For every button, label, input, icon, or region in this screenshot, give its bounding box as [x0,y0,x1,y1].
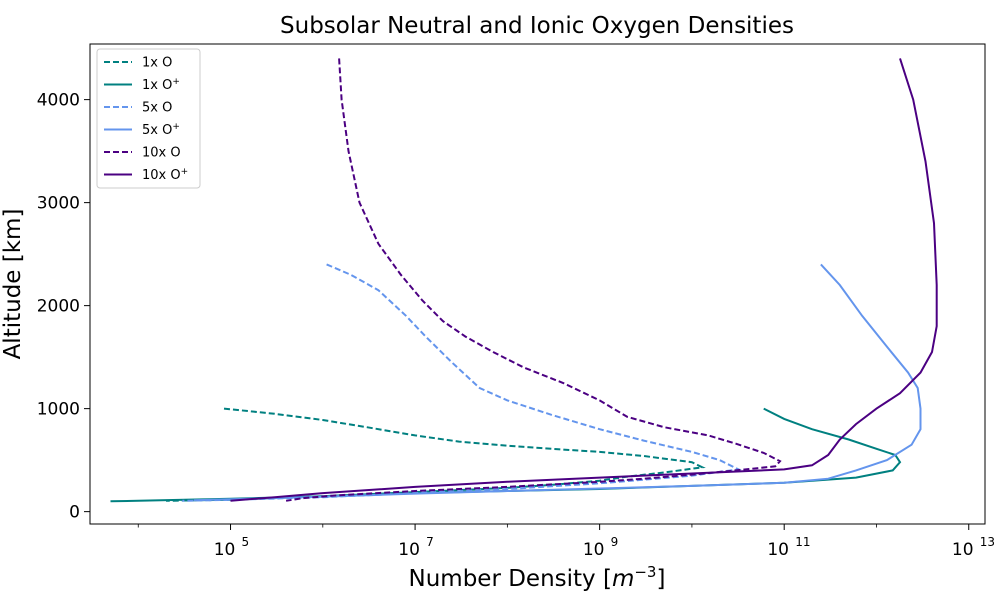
x-tick-exponent: 11 [795,535,810,549]
y-axis: 0 1000 2000 3000 4000 [37,91,90,523]
y-tick-label: 0 [69,503,80,523]
axes-frame [89,43,986,525]
y-tick-label: 3000 [37,194,80,214]
series-line-1 [165,407,706,502]
x-tick-exponent: 9 [611,535,619,549]
series-line-6 [230,58,938,502]
y-tick-label: 4000 [37,91,80,111]
legend-label: 5x O+ [142,122,180,138]
legend-label: 5x O [142,101,172,116]
x-tick-exponent: 5 [242,535,250,549]
legend-label: 10x O [142,146,181,161]
series-line-5 [285,58,782,502]
x-tick-label: 10 [214,540,236,560]
x-tick-exponent: 7 [426,535,434,549]
legend-label: 1x O+ [142,77,180,93]
y-axis-label: Altitude [km] [0,209,26,360]
y-tick-label: 1000 [37,400,80,420]
legend: 1x O 1x O+ 5x O 5x O+ 10x O 10x O+ [96,48,201,189]
y-tick-label: 2000 [37,297,80,317]
x-tick-label: 10 [583,540,605,560]
x-axis-label: Number Density [m−3] [409,563,666,592]
plot-area [110,58,938,503]
x-axis: 10 5 10 7 10 9 10 11 10 13 [137,524,995,560]
x-tick-label: 10 [952,540,974,560]
series-line-3 [182,263,742,502]
legend-label: 10x O+ [142,167,188,183]
x-tick-exponent: 13 [980,535,995,549]
legend-label: 1x O [142,56,172,71]
x-tick-label: 10 [398,540,420,560]
chart-title: Subsolar Neutral and Ionic Oxygen Densit… [280,13,794,39]
x-tick-label: 10 [767,540,789,560]
series-line-4 [193,263,922,502]
